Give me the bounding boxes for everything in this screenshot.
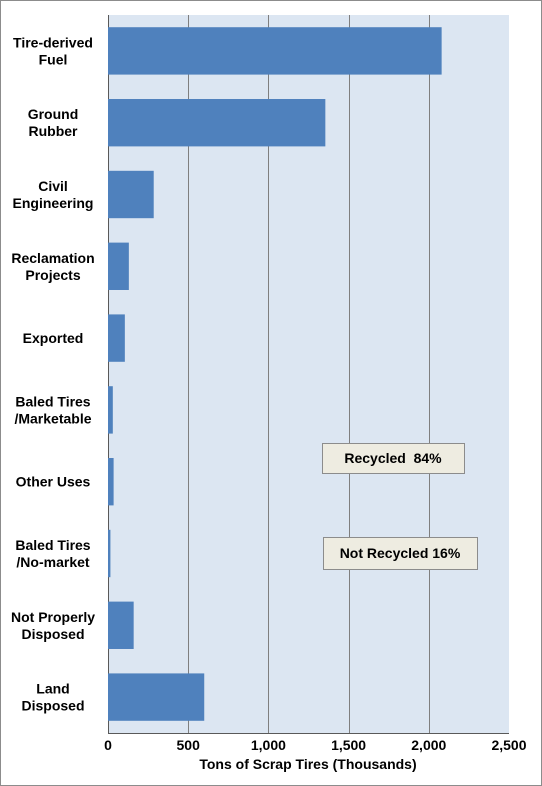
x-tick-label: 2,000 xyxy=(411,737,446,753)
category-label: Reclamation Projects xyxy=(11,250,94,283)
bar xyxy=(108,458,114,506)
bar xyxy=(108,673,205,721)
category-label: Land Disposed xyxy=(21,681,84,714)
bar xyxy=(108,314,125,362)
x-tick-label: 1,000 xyxy=(251,737,286,753)
category-label: Baled Tires/Marketable xyxy=(14,393,91,426)
callout-text: Not Recycled 16% xyxy=(340,545,461,561)
category-label: Tire-derived Fuel xyxy=(13,34,93,67)
bar xyxy=(108,242,129,290)
bar xyxy=(108,170,154,219)
bar xyxy=(108,601,134,649)
category-label: Ground Rubber xyxy=(28,106,79,139)
x-tick-label: 0 xyxy=(104,737,112,753)
x-tick-label: 2,500 xyxy=(491,737,526,753)
callout-box xyxy=(322,443,465,474)
category-label: Baled Tires/No-market xyxy=(15,537,90,570)
category-label: Other Uses xyxy=(16,474,91,490)
category-label: Civil Engineering xyxy=(13,178,94,211)
bar xyxy=(108,99,326,147)
x-axis-title: Tons of Scrap Tires (Thousands) xyxy=(199,756,416,772)
callout-text: Recycled 84% xyxy=(344,450,442,466)
category-label: Exported xyxy=(23,330,84,346)
bars xyxy=(108,27,442,721)
callouts: Recycled 84% Not Recycled 16% xyxy=(322,443,478,570)
x-tick-label: 500 xyxy=(177,737,201,753)
category-labels: Tire-derived Fuel Ground Rubber Civil Enginee… xyxy=(11,34,95,713)
callout-box xyxy=(323,537,478,570)
category-label: Not Properly Disposed xyxy=(11,609,95,642)
bar xyxy=(108,386,113,434)
bar xyxy=(108,529,111,578)
bar xyxy=(108,27,442,75)
x-tick-labels: 0 500 1,000 1,500 2,000 2,500 xyxy=(104,737,527,753)
x-tick-label: 1,500 xyxy=(331,737,366,753)
